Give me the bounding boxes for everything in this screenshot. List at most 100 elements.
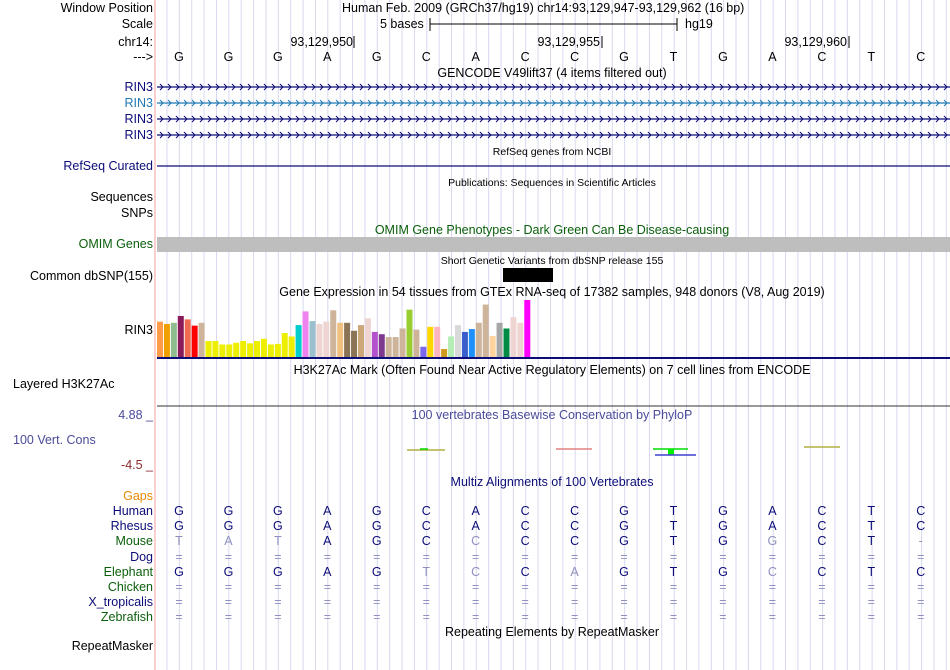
phylop-track-label[interactable]: 100 Vert. Cons — [13, 433, 96, 447]
alignment-base: A — [323, 534, 332, 549]
strand-chevron-icon — [903, 99, 908, 107]
strand-chevron-icon — [215, 83, 220, 91]
gtex-tissue-bar[interactable] — [267, 344, 274, 357]
gtex-tissue-bar[interactable] — [184, 319, 191, 357]
strand-chevron-icon — [183, 83, 188, 91]
gencode-gene-line[interactable] — [157, 83, 950, 91]
gtex-tissue-bar[interactable] — [316, 323, 323, 357]
gtex-tissue-bar[interactable] — [212, 341, 219, 357]
gtex-tissue-bar[interactable] — [351, 330, 358, 357]
gtex-tissue-bar[interactable] — [468, 329, 475, 357]
gtex-tissue-bar[interactable] — [177, 315, 184, 357]
gtex-tissue-bar[interactable] — [219, 344, 226, 357]
gtex-tissue-bar[interactable] — [163, 323, 170, 357]
gtex-tissue-bar[interactable] — [205, 341, 212, 357]
gtex-tissue-bar[interactable] — [274, 343, 281, 357]
gtex-tissue-bar[interactable] — [489, 335, 496, 357]
gencode-gene-line[interactable] — [157, 131, 950, 139]
gtex-tissue-bar[interactable] — [448, 336, 455, 357]
strand-chevron-icon — [839, 83, 844, 91]
multiz-species-label[interactable]: X_tropicalis — [88, 595, 153, 610]
gtex-tissue-bar[interactable] — [170, 322, 177, 357]
strand-chevron-icon — [663, 115, 668, 123]
gtex-tissue-bar[interactable] — [517, 322, 524, 357]
gtex-gene-label[interactable]: RIN3 — [124, 323, 153, 337]
gtex-tissue-bar[interactable] — [441, 349, 448, 357]
alignment-base: = — [373, 610, 381, 625]
gtex-tissue-bar[interactable] — [198, 322, 205, 357]
gencode-item-label[interactable]: RIN3 — [124, 96, 153, 110]
gtex-tissue-bar[interactable] — [344, 322, 351, 357]
gtex-tissue-bar[interactable] — [191, 325, 198, 357]
gencode-item-label[interactable]: RIN3 — [124, 80, 153, 94]
dbsnp-track-label[interactable]: Common dbSNP(155) — [30, 269, 153, 283]
omim-gene-bar[interactable] — [157, 237, 950, 252]
gtex-tissue-bar[interactable] — [461, 331, 468, 357]
gtex-tissue-bar[interactable] — [302, 311, 309, 357]
gtex-tissue-bar[interactable] — [434, 326, 441, 357]
gtex-tissue-bar[interactable] — [475, 322, 482, 357]
multiz-species-label[interactable]: Chicken — [107, 580, 153, 594]
omim-track-label[interactable]: OMIM Genes — [78, 237, 153, 251]
gtex-tissue-bar[interactable] — [371, 331, 378, 357]
gtex-tissue-bar[interactable] — [496, 322, 503, 357]
gtex-tissue-bar[interactable] — [337, 322, 344, 357]
multiz-species-label[interactable]: Elephant — [103, 564, 153, 579]
gtex-tissue-bar[interactable] — [226, 344, 233, 357]
gtex-tissue-bar[interactable] — [309, 321, 316, 357]
gtex-tissue-bar[interactable] — [330, 310, 337, 357]
gtex-tissue-bar[interactable] — [413, 329, 420, 357]
gtex-tissue-bar[interactable] — [406, 309, 413, 357]
gtex-tissue-bar[interactable] — [240, 341, 247, 357]
strand-chevron-icon — [807, 99, 812, 107]
gtex-tissue-bar[interactable] — [295, 325, 302, 357]
gtex-tissue-bar[interactable] — [503, 328, 510, 358]
gtex-tissue-bar[interactable] — [510, 317, 517, 357]
alignment-base: = — [521, 595, 529, 610]
gtex-tissue-bar[interactable] — [357, 325, 364, 357]
gtex-tissue-bar[interactable] — [385, 337, 392, 357]
gtex-tissue-bar[interactable] — [323, 321, 330, 357]
dbsnp-variant[interactable] — [503, 268, 553, 282]
refseq-track-label[interactable]: RefSeq Curated — [63, 159, 153, 173]
strand-chevron-icon — [183, 115, 188, 123]
gtex-tissue-bar[interactable] — [364, 318, 371, 357]
gtex-tissue-bar[interactable] — [454, 325, 461, 357]
strand-chevron-icon — [719, 99, 724, 107]
gtex-tissue-bar[interactable] — [260, 338, 267, 357]
gtex-tissue-bar[interactable] — [482, 304, 489, 357]
strand-chevron-icon — [631, 99, 636, 107]
gtex-tissue-bar[interactable] — [157, 321, 163, 357]
gtex-tissue-bar[interactable] — [427, 326, 434, 357]
repeatmasker-track-label[interactable]: RepeatMasker — [71, 639, 153, 653]
strand-chevron-icon — [711, 83, 716, 91]
strand-chevron-icon — [159, 99, 164, 107]
gtex-tissue-bar[interactable] — [281, 333, 288, 357]
multiz-species-label[interactable]: Zebrafish — [100, 610, 153, 625]
multiz-species-label[interactable]: Dog — [130, 549, 153, 564]
strand-chevron-icon — [727, 115, 732, 123]
h3k27ac-track-label[interactable]: Layered H3K27Ac — [13, 377, 115, 391]
gencode-item-label[interactable]: RIN3 — [124, 112, 153, 126]
multiz-species-label[interactable]: Human — [112, 504, 153, 518]
gencode-gene-line[interactable] — [157, 99, 950, 107]
gtex-tissue-bar[interactable] — [288, 336, 295, 357]
gtex-tissue-bar[interactable] — [247, 343, 254, 357]
publications-label-sequences[interactable]: Sequences — [90, 190, 153, 204]
gtex-tissue-bar[interactable] — [399, 328, 406, 358]
gtex-tissue-bar[interactable] — [392, 337, 399, 357]
gtex-tissue-bar[interactable] — [420, 346, 427, 357]
phylop-signal — [407, 446, 840, 456]
multiz-species-label[interactable]: Mouse — [115, 534, 153, 549]
gtex-tissue-bar[interactable] — [378, 334, 385, 357]
gencode-item-label[interactable]: RIN3 — [124, 128, 153, 142]
gtex-tissue-bar[interactable] — [254, 341, 261, 357]
gencode-gene-line[interactable] — [157, 115, 950, 123]
publications-label-snps[interactable]: SNPs — [121, 206, 153, 220]
strand-chevron-icon — [447, 99, 452, 107]
strand-chevron-icon — [223, 131, 228, 139]
gtex-tissue-bar[interactable] — [524, 300, 531, 357]
gtex-tissue-bar[interactable] — [233, 342, 240, 357]
multiz-species-label[interactable]: Rhesus — [110, 519, 153, 534]
